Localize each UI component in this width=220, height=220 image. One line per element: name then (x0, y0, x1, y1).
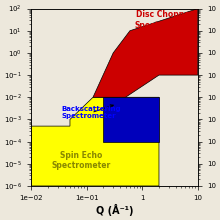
Polygon shape (93, 9, 198, 97)
Polygon shape (31, 97, 159, 186)
X-axis label: Q (Å⁻¹): Q (Å⁻¹) (96, 204, 133, 216)
Text: Backscattering
Spectrometer: Backscattering Spectrometer (61, 105, 121, 119)
Text: Disc Chopper
Spectrometer: Disc Chopper Spectrometer (135, 11, 194, 30)
Text: Spin Echo
Spectrometer: Spin Echo Spectrometer (52, 151, 111, 170)
Polygon shape (103, 97, 159, 142)
